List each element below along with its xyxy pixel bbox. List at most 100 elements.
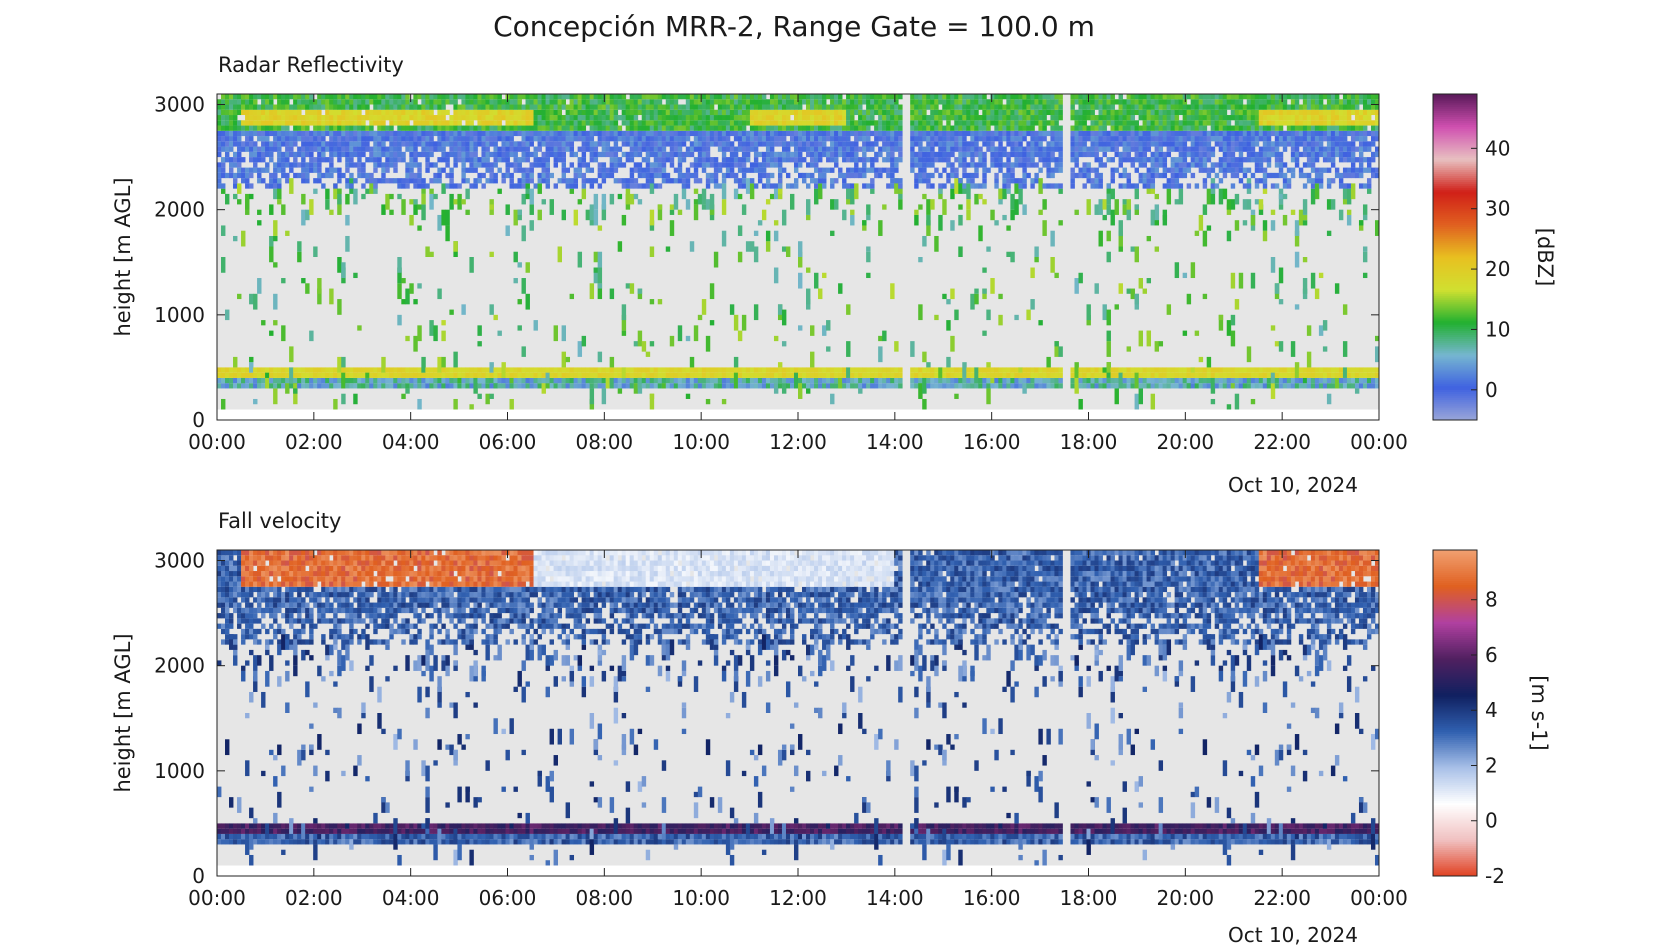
- heatmap-cell: [818, 94, 823, 100]
- heatmap-cell: [958, 104, 963, 110]
- heatmap-cell: [221, 115, 226, 121]
- heatmap-cell: [221, 225, 226, 236]
- heatmap-cell: [465, 99, 470, 105]
- heatmap-cell: [737, 330, 743, 342]
- heatmap-cell: [918, 167, 923, 173]
- heatmap-cell: [661, 372, 667, 378]
- heatmap-cell: [1142, 372, 1147, 378]
- heatmap-cell: [1058, 141, 1063, 147]
- heatmap-cell: [846, 304, 851, 315]
- heatmap-cell: [349, 367, 354, 373]
- heatmap-cell: [537, 99, 542, 105]
- heatmap-cell: [918, 94, 923, 100]
- heatmap-cell: [313, 367, 318, 373]
- heatmap-cell: [245, 383, 250, 389]
- heatmap-cell: [998, 136, 1003, 142]
- heatmap-cell: [505, 125, 510, 131]
- heatmap-cell: [1114, 130, 1119, 137]
- heatmap-cell: [701, 146, 707, 152]
- heatmap-cell: [485, 377, 490, 384]
- heatmap-cell: [1102, 214, 1107, 221]
- heatmap-cell: [1070, 172, 1075, 179]
- heatmap-cell: [437, 141, 442, 147]
- heatmap-cell: [1078, 377, 1083, 384]
- heatmap-cell: [481, 372, 486, 378]
- heatmap-cell: [938, 151, 943, 158]
- heatmap-cell: [769, 377, 775, 384]
- heatmap-cell: [942, 141, 947, 147]
- heatmap-cell: [281, 99, 286, 105]
- heatmap-cell: [761, 162, 767, 168]
- heatmap-cell: [601, 178, 607, 184]
- heatmap-cell: [377, 136, 382, 142]
- heatmap-cell: [725, 367, 731, 373]
- heatmap-cell: [621, 304, 627, 321]
- heatmap-cell: [337, 141, 342, 147]
- heatmap-cell: [761, 141, 767, 147]
- heatmap-cell: [349, 115, 354, 121]
- heatmap-cell: [866, 372, 871, 378]
- heatmap-cell: [1118, 130, 1123, 137]
- heatmap-cell: [850, 94, 855, 100]
- heatmap-cell: [866, 130, 871, 137]
- heatmap-cell: [914, 172, 919, 179]
- heatmap-cell: [1158, 120, 1164, 126]
- heatmap-cell: [894, 120, 899, 126]
- heatmap-cell: [385, 136, 390, 142]
- heatmap-cell: [297, 377, 302, 384]
- heatmap-cell: [649, 109, 655, 116]
- heatmap-cell: [609, 130, 615, 137]
- heatmap-cell: [689, 367, 695, 373]
- heatmap-cell: [798, 94, 803, 100]
- heatmap-cell: [605, 151, 611, 158]
- heatmap-cell: [293, 115, 298, 121]
- heatmap-cell: [525, 146, 530, 152]
- heatmap-cell: [697, 94, 703, 100]
- heatmap-cell: [950, 130, 955, 137]
- heatmap-cell: [1038, 130, 1043, 137]
- heatmap-cell: [353, 120, 358, 126]
- heatmap-cell: [329, 104, 334, 110]
- heatmap-cell: [773, 367, 779, 373]
- heatmap-cell: [697, 125, 703, 131]
- heatmap-cell: [962, 172, 967, 179]
- heatmap-cell: [569, 94, 575, 100]
- heatmap-cell: [781, 120, 787, 126]
- heatmap-cell: [681, 125, 687, 131]
- heatmap-cell: [433, 94, 438, 100]
- heatmap-cell: [221, 257, 226, 273]
- heatmap-cell: [785, 183, 791, 189]
- heatmap-cell: [341, 125, 346, 131]
- heatmap-cell: [569, 109, 575, 116]
- heatmap-cell: [413, 130, 418, 137]
- heatmap-cell: [1002, 115, 1007, 121]
- heatmap-cell: [273, 377, 278, 384]
- heatmap-cell: [1026, 372, 1031, 378]
- heatmap-cell: [1118, 136, 1123, 142]
- heatmap-cell: [497, 157, 502, 163]
- heatmap-cell: [313, 130, 318, 137]
- heatmap-cell: [761, 157, 767, 163]
- heatmap-cell: [942, 109, 947, 116]
- heatmap-cell: [1010, 167, 1015, 173]
- heatmap-cell: [601, 130, 607, 137]
- heatmap-cell: [369, 146, 374, 152]
- heatmap-cell: [633, 141, 639, 147]
- heatmap-cell: [473, 157, 478, 163]
- heatmap-cell: [257, 104, 262, 110]
- heatmap-cell: [697, 146, 703, 152]
- heatmap-cell: [793, 125, 799, 131]
- heatmap-cell: [1130, 377, 1135, 384]
- heatmap-cell: [389, 367, 394, 373]
- heatmap-cell: [802, 377, 807, 384]
- heatmap-cell: [942, 125, 947, 131]
- heatmap-cell: [649, 94, 655, 100]
- heatmap-cell: [802, 146, 807, 152]
- heatmap-cell: [541, 99, 546, 105]
- heatmap-cell: [701, 99, 707, 105]
- heatmap-cell: [1154, 377, 1160, 384]
- heatmap-cell: [425, 136, 430, 142]
- heatmap-cell: [385, 109, 390, 116]
- heatmap-cell: [597, 125, 603, 131]
- heatmap-cell: [1126, 367, 1131, 373]
